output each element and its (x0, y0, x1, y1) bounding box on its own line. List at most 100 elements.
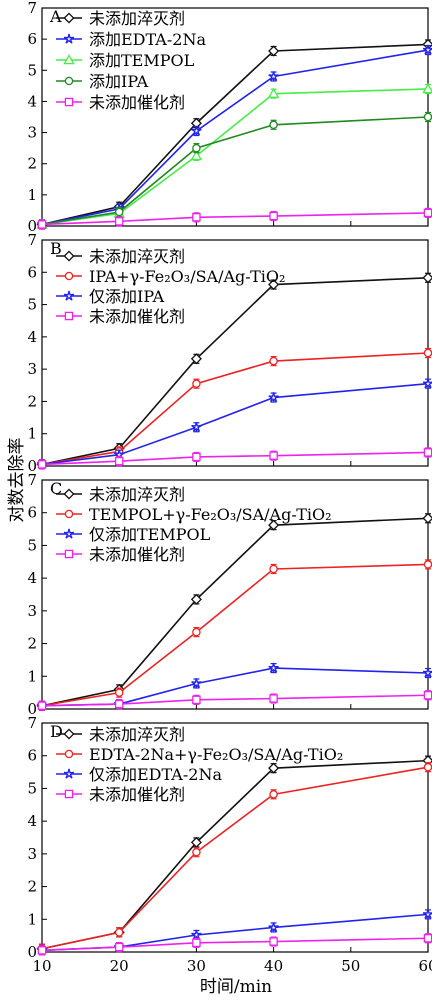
legend-entry: 添加TEMPOL (56, 51, 195, 70)
series-2 (37, 559, 432, 711)
plot-frame (41, 479, 429, 710)
legend-label: 未添加淬灭剂 (89, 485, 185, 504)
data-point (269, 211, 278, 221)
legend-marker (64, 271, 74, 281)
data-point (190, 593, 202, 605)
y-tick-label: 3 (27, 360, 37, 378)
legend-marker (64, 509, 74, 519)
data-point (269, 694, 278, 703)
legend-label: TEMPOL+γ-Fe₂O₃/SA/Ag-TiO₂ (89, 505, 332, 524)
x-axis-label: 时间/min (200, 977, 272, 997)
data-point (268, 662, 279, 673)
y-tick-label: 2 (27, 878, 37, 896)
y-tick-label: 0 (27, 700, 37, 718)
x-tick-label: 40 (264, 957, 283, 975)
legend-marker (64, 76, 74, 86)
legend-label: 仅添加EDTA-2Na (89, 765, 222, 784)
legend-entry: 未添加淬灭剂 (56, 485, 185, 504)
y-tick-label: 3 (27, 602, 37, 620)
legend-label: 未添加淬灭剂 (89, 247, 185, 266)
data-point (269, 120, 278, 130)
legend-entry: 未添加淬灭剂 (56, 725, 185, 744)
legend-entry: 未添加催化剂 (56, 545, 185, 564)
legend-label: 未添加淬灭剂 (89, 9, 185, 28)
y-tick-label: 1 (27, 910, 37, 928)
data-point (114, 456, 124, 466)
data-point (422, 83, 432, 94)
legend-marker (63, 528, 75, 539)
legend-marker (63, 728, 75, 740)
data-point (192, 938, 201, 948)
y-tick-label: 6 (27, 747, 37, 765)
data-point (192, 627, 201, 637)
data-point (269, 356, 278, 366)
panel-label: A (49, 7, 62, 26)
data-point (423, 560, 432, 569)
series-4 (37, 690, 432, 711)
series-3 (36, 662, 432, 711)
legend-marker (64, 789, 74, 799)
y-tick-label: 5 (27, 61, 37, 79)
chart-panel-b: 0 1 2 3 4 5 6 7 B 未添加淬灭剂IPA+γ-Fe₂O₃/SA/Ag-TiO₂仅添加… (27, 231, 432, 475)
panel-label: B (50, 239, 62, 258)
legend-label: 添加EDTA-2Na (89, 30, 206, 49)
legend-entry: 仅添加EDTA-2Na (56, 765, 222, 784)
data-point (37, 946, 47, 955)
x-tick-label: 10 (32, 957, 51, 975)
y-tick-label: 0 (27, 217, 37, 235)
data-point (114, 207, 124, 217)
data-point (114, 217, 124, 226)
legend-entry: 仅添加TEMPOL (56, 525, 211, 544)
legend-marker (64, 97, 74, 107)
series-line (41, 913, 429, 952)
x-tick-label: 20 (110, 957, 129, 975)
data-point (192, 213, 201, 222)
series-2 (37, 347, 432, 470)
plot-frame (41, 722, 429, 953)
legend-entry: 未添加淬灭剂 (56, 9, 185, 28)
data-point (192, 695, 201, 705)
data-point (423, 762, 432, 772)
data-point (114, 942, 124, 952)
legend-entry: 未添加淬灭剂 (56, 247, 185, 266)
series-line (41, 116, 429, 226)
legend-marker (63, 250, 75, 262)
data-point (191, 422, 202, 432)
legend-label: EDTA-2Na+γ-Fe₂O₃/SA/Ag-TiO₂ (89, 745, 343, 764)
y-tick-label: 7 (27, 471, 37, 489)
legend-label: IPA+γ-Fe₂O₃/SA/Ag-TiO₂ (89, 267, 285, 286)
legend-entry: 未添加催化剂 (56, 785, 185, 804)
legend-entry: 添加IPA (56, 72, 149, 91)
data-point (422, 512, 432, 524)
series-4 (37, 447, 432, 470)
y-tick-label: 2 (27, 635, 37, 653)
data-point (190, 353, 202, 365)
legend-entry: TEMPOL+γ-Fe₂O₃/SA/Ag-TiO₂ (56, 505, 332, 524)
legend-label: 未添加催化剂 (89, 785, 185, 804)
data-point (269, 937, 278, 946)
legend-entry: EDTA-2Na+γ-Fe₂O₃/SA/Ag-TiO₂ (56, 745, 343, 764)
data-point (268, 71, 279, 82)
data-point (268, 279, 280, 291)
y-tick-label: 2 (27, 392, 37, 410)
data-point (192, 452, 201, 462)
y-tick-label: 1 (27, 667, 37, 685)
y-tick-label: 0 (27, 943, 37, 961)
chart-panel-d: 0 1 2 3 4 5 6 7 10 20 30 40 50 60 D 未添加淬灭剂EDTA-2Na+γ-Fe… (27, 714, 432, 975)
y-tick-label: 1 (27, 186, 37, 204)
legend-marker (64, 749, 74, 759)
data-point (114, 699, 124, 709)
legend-label: 未添加催化剂 (89, 307, 185, 326)
panel-label: D (50, 722, 63, 741)
y-tick-label: 2 (27, 155, 37, 173)
y-tick-label: 7 (27, 231, 37, 249)
data-point (268, 922, 279, 933)
data-point (192, 143, 201, 153)
data-point (192, 847, 201, 857)
data-point (422, 378, 432, 389)
legend-entry: 添加EDTA-2Na (56, 30, 206, 49)
y-tick-label: 4 (27, 812, 37, 830)
